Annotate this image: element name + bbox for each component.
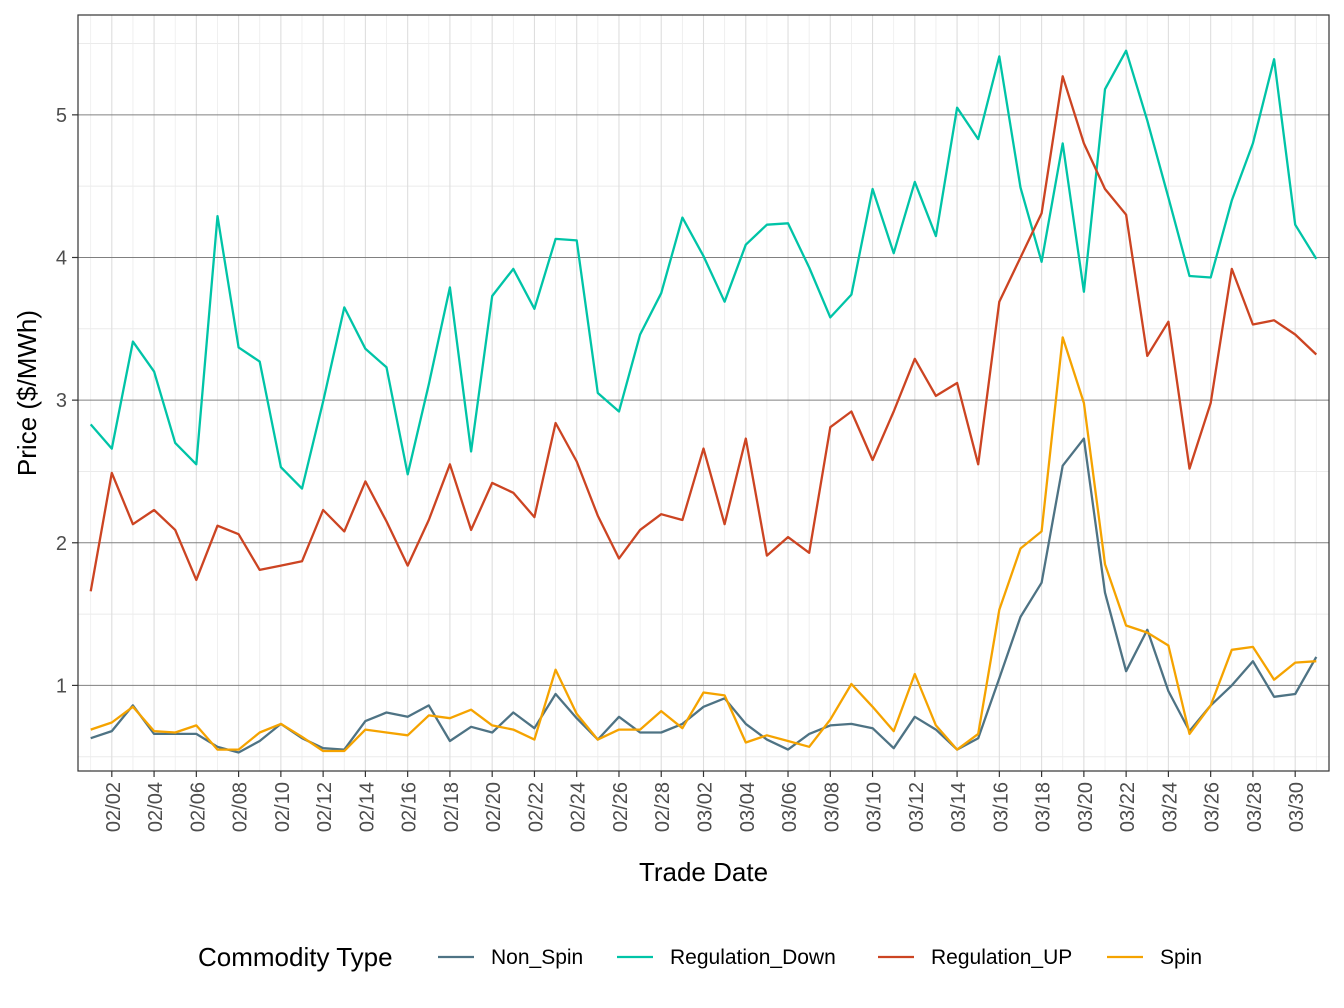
series-line-spin xyxy=(90,336,1317,753)
legend: Commodity Type Non_Spin Regulation_Down Re… xyxy=(198,942,1202,972)
x-tick-label: 02/20 xyxy=(483,782,505,832)
y-tick-label: 2 xyxy=(56,533,67,555)
x-tick-label: 02/02 xyxy=(103,782,125,832)
x-tick-label: 03/08 xyxy=(821,782,843,832)
x-tick-label: 03/22 xyxy=(1117,782,1139,832)
legend-label-regulation-down: Regulation_Down xyxy=(670,946,836,969)
x-tick-label: 02/24 xyxy=(568,782,590,832)
series-lines xyxy=(89,49,1318,754)
grid-minor xyxy=(78,15,1329,771)
x-tick-label: 03/20 xyxy=(1075,782,1097,832)
x-tick-label: 02/08 xyxy=(230,782,252,832)
x-tick-label: 03/06 xyxy=(779,782,801,832)
y-tick-label: 3 xyxy=(56,390,67,412)
x-tick-label: 03/30 xyxy=(1286,782,1308,832)
x-tick-label: 03/02 xyxy=(695,782,717,832)
x-tick-label: 03/12 xyxy=(906,782,928,832)
x-tick-label: 03/26 xyxy=(1202,782,1224,832)
x-tick-label: 02/12 xyxy=(314,782,336,832)
x-tick-label: 03/14 xyxy=(948,782,970,832)
x-tick-label: 02/16 xyxy=(399,782,421,832)
y-tick-label: 1 xyxy=(56,675,67,697)
x-tick-label: 02/04 xyxy=(145,782,167,832)
y-axis: 1 2 3 4 5 xyxy=(56,105,78,697)
x-tick-label: 03/28 xyxy=(1244,782,1266,832)
y-tick-label: 5 xyxy=(56,105,67,127)
grid-major xyxy=(78,15,1329,771)
x-tick-label: 02/26 xyxy=(610,782,632,832)
x-tick-label: 02/28 xyxy=(652,782,674,832)
x-tick-label: 03/10 xyxy=(864,782,886,832)
x-axis: 02/02 02/04 02/06 02/08 02/10 02/12 02/14 02/16… xyxy=(103,771,1308,832)
legend-label-spin: Spin xyxy=(1160,946,1202,969)
legend-title: Commodity Type xyxy=(198,942,393,972)
series-line-regulation-down xyxy=(89,49,1318,490)
x-tick-label: 02/18 xyxy=(441,782,463,832)
x-tick-label: 03/16 xyxy=(990,782,1012,832)
x-tick-label: 02/22 xyxy=(525,782,547,832)
x-tick-label: 03/24 xyxy=(1159,782,1181,832)
x-tick-label: 02/14 xyxy=(356,782,378,832)
x-tick-label: 03/04 xyxy=(737,782,759,832)
x-axis-title: Trade Date xyxy=(639,857,768,887)
x-tick-label: 02/10 xyxy=(272,782,294,832)
x-tick-label: 03/18 xyxy=(1033,782,1055,832)
series-line-regulation-up xyxy=(89,75,1318,592)
y-axis-title: Price ($/MWh) xyxy=(12,310,42,476)
legend-label-non-spin: Non_Spin xyxy=(491,946,583,969)
x-tick-label: 02/06 xyxy=(187,782,209,832)
y-tick-label: 4 xyxy=(56,247,67,269)
legend-label-regulation-up: Regulation_UP xyxy=(931,946,1072,969)
